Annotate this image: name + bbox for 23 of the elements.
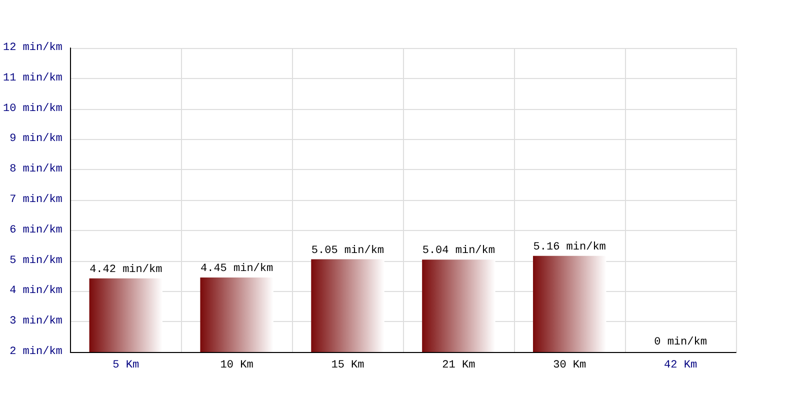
data-label: 5.05 min/km (311, 244, 384, 257)
x-tick-label: 10 Km (220, 360, 254, 372)
y-tick-label: 7 min/km (10, 194, 63, 206)
y-tick-label: 4 min/km (10, 285, 63, 298)
y-tick-label: 3 min/km (10, 316, 63, 328)
x-tick-label: 30 Km (553, 360, 586, 372)
y-tick-label: 11 min/km (2, 72, 63, 84)
data-label: 4.42 min/km (90, 264, 163, 276)
data-label: 5.16 min/km (533, 241, 606, 254)
y-tick-label: 8 min/km (10, 164, 63, 176)
y-tick-label: 12 min/km (2, 42, 63, 54)
x-tick-label: 15 Km (331, 360, 365, 372)
y-tick-label: 10 min/km (2, 102, 63, 115)
data-label: 5.04 min/km (422, 245, 496, 258)
x-tick-label: 5 Km (112, 360, 140, 372)
text: 0 min/km (654, 336, 707, 348)
y-tick-label: 9 min/km (10, 133, 63, 146)
x-tick-label: 21 Km (442, 360, 476, 372)
x-tick-label: 42 Km (664, 360, 698, 372)
y-tick-label: 5 min/km (10, 254, 63, 267)
y-tick-label: 2 min/km (10, 346, 63, 358)
y-tick-label: 6 min/km (10, 224, 63, 236)
data-label: 4.45 min/km (200, 263, 274, 276)
